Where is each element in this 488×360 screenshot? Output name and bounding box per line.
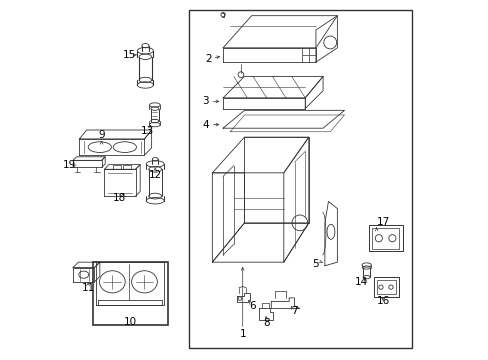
- Text: 10: 10: [123, 317, 137, 327]
- Text: 9: 9: [98, 130, 105, 140]
- Bar: [368, 225, 402, 251]
- Bar: [113, 165, 121, 169]
- Text: 2: 2: [204, 54, 211, 64]
- Bar: [373, 277, 398, 297]
- Text: 16: 16: [376, 296, 389, 306]
- Bar: [93, 262, 167, 325]
- Text: 5: 5: [312, 259, 319, 269]
- Text: 18: 18: [113, 193, 126, 203]
- Text: 17: 17: [376, 217, 389, 227]
- Text: 6: 6: [248, 301, 255, 311]
- Bar: [189, 10, 411, 348]
- Bar: [376, 280, 395, 294]
- Text: 15: 15: [122, 50, 136, 60]
- Bar: [372, 228, 398, 249]
- Text: 19: 19: [62, 159, 76, 170]
- Text: 14: 14: [354, 277, 367, 287]
- Text: 3: 3: [202, 96, 209, 107]
- Text: 12: 12: [148, 170, 162, 180]
- Text: 8: 8: [263, 318, 269, 328]
- Text: 13: 13: [141, 126, 154, 136]
- Bar: [123, 165, 131, 169]
- Text: 4: 4: [202, 120, 209, 130]
- Text: 1: 1: [239, 329, 245, 339]
- Text: 7: 7: [290, 306, 297, 316]
- Text: 11: 11: [81, 283, 95, 293]
